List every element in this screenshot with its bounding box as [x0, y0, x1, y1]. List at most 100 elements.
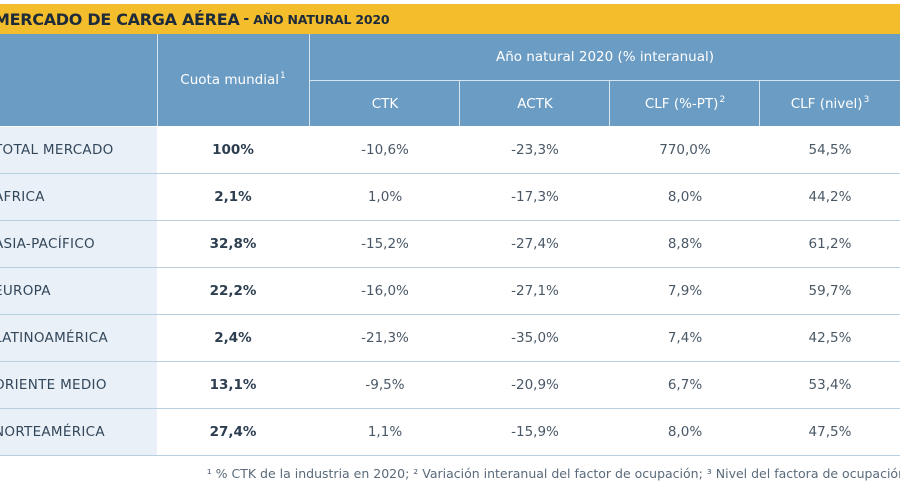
region-cell: ORIENTE MEDIO	[0, 362, 157, 408]
clf-pt-cell: 7,4%	[667, 330, 703, 346]
table-row: ÁFRICA 2,1% 1,0% -17,3% 8,0% 44,2%	[0, 174, 900, 221]
header-group-label: Año natural 2020 (% interanual)	[495, 49, 715, 65]
column-divider	[609, 315, 610, 361]
header-col-label: CLF (nivel)	[790, 95, 863, 112]
clf-pt-cell: 8,0%	[667, 424, 703, 440]
row-divider	[0, 361, 900, 362]
column-divider	[309, 362, 310, 408]
ctk-cell: 1,0%	[367, 189, 403, 205]
column-divider	[309, 174, 310, 220]
header-col-label: CTK	[371, 95, 399, 112]
header-col-label: CLF (%-PT)	[644, 95, 719, 112]
header-col-clf-pt: CLF (%-PT) 2	[644, 94, 726, 112]
column-divider	[157, 409, 158, 455]
region-label: ASIA-PACÍFICO	[0, 236, 95, 252]
share-cell: 2,1%	[214, 189, 252, 205]
header-col-clf-nivel: CLF (nivel) 3	[790, 94, 870, 112]
table-row: TOTAL MERCADO 100% -10,6% -23,3% 770,0% 54,5%	[0, 127, 900, 174]
share-cell: 32,8%	[209, 236, 257, 252]
column-divider	[459, 268, 460, 314]
header-col-label: ACTK	[517, 95, 553, 112]
column-divider	[459, 127, 460, 173]
region-label: LATINOAMÉRICA	[0, 330, 109, 346]
column-divider	[309, 221, 310, 267]
clf-pt-cell: 770,0%	[659, 142, 711, 158]
clf-nivel-cell: 47,5%	[808, 424, 852, 440]
column-divider	[759, 362, 760, 408]
share-cell: 13,1%	[209, 377, 257, 393]
actk-cell: -27,1%	[511, 283, 559, 299]
share-cell: 100%	[212, 142, 254, 158]
table-row: ORIENTE MEDIO 13,1% -9,5% -20,9% 6,7% 53,4%	[0, 362, 900, 409]
clf-pt-cell: 8,8%	[667, 236, 703, 252]
table-title: MERCADO DE CARGA AÉREA	[0, 9, 240, 29]
clf-pt-cell: 6,7%	[667, 377, 703, 393]
column-divider	[157, 268, 158, 314]
column-divider	[157, 174, 158, 220]
header-divider	[157, 34, 158, 126]
column-divider	[157, 127, 158, 173]
column-divider	[157, 362, 158, 408]
row-divider	[0, 408, 900, 409]
row-divider	[0, 314, 900, 315]
table-subtitle: AÑO NATURAL 2020	[253, 11, 390, 27]
column-divider	[459, 174, 460, 220]
header-share: Cuota mundial 1	[180, 71, 286, 89]
table-row: ASIA-PACÍFICO 32,8% -15,2% -27,4% 8,8% 61,2%	[0, 221, 900, 268]
title-separator: -	[243, 11, 250, 27]
column-divider	[609, 409, 610, 455]
share-cell: 2,4%	[214, 330, 252, 346]
column-divider	[459, 362, 460, 408]
column-divider	[759, 174, 760, 220]
actk-cell: -20,9%	[511, 377, 559, 393]
clf-pt-cell: 7,9%	[667, 283, 703, 299]
region-label: ÁFRICA	[0, 189, 45, 205]
column-divider	[459, 315, 460, 361]
column-divider	[459, 221, 460, 267]
table-row: NORTEAMÉRICA 27,4% 1,1% -15,9% 8,0% 47,5%	[0, 409, 900, 456]
region-label: NORTEAMÉRICA	[0, 424, 105, 440]
clf-nivel-cell: 42,5%	[808, 330, 852, 346]
region-label: TOTAL MERCADO	[0, 142, 114, 158]
table-row: LATINOAMÉRICA 2,4% -21,3% -35,0% 7,4% 42,5%	[0, 315, 900, 362]
header-divider	[310, 80, 900, 81]
header-divider	[309, 34, 310, 126]
ctk-cell: -10,6%	[361, 142, 409, 158]
region-cell: ASIA-PACÍFICO	[0, 221, 157, 267]
title-banner: MERCADO DE CARGA AÉREA - AÑO NATURAL 202…	[0, 4, 900, 34]
share-cell: 27,4%	[209, 424, 257, 440]
region-label: ORIENTE MEDIO	[0, 377, 107, 393]
column-divider	[309, 315, 310, 361]
header-divider	[759, 81, 760, 126]
header-group: Año natural 2020 (% interanual)	[310, 34, 900, 80]
column-divider	[759, 409, 760, 455]
column-divider	[157, 315, 158, 361]
column-divider	[309, 268, 310, 314]
actk-cell: -27,4%	[511, 236, 559, 252]
region-cell: ÁFRICA	[0, 174, 157, 220]
actk-cell: -35,0%	[511, 330, 559, 346]
row-divider	[0, 173, 900, 174]
share-cell: 22,2%	[209, 283, 257, 299]
clf-nivel-cell: 44,2%	[808, 189, 852, 205]
clf-nivel-cell: 53,4%	[808, 377, 852, 393]
header-col-actk: ACTK	[460, 81, 610, 126]
actk-cell: -23,3%	[511, 142, 559, 158]
column-divider	[759, 315, 760, 361]
clf-pt-cell: 8,0%	[667, 189, 703, 205]
table-row: EUROPA 22,2% -16,0% -27,1% 7,9% 59,7%	[0, 268, 900, 315]
ctk-cell: -9,5%	[365, 377, 405, 393]
column-divider	[609, 174, 610, 220]
table-header: Cuota mundial 1 Año natural 2020 (% inter…	[0, 34, 900, 126]
column-divider	[609, 268, 610, 314]
ctk-cell: -21,3%	[361, 330, 409, 346]
column-divider	[609, 221, 610, 267]
actk-cell: -15,9%	[511, 424, 559, 440]
region-cell: EUROPA	[0, 268, 157, 314]
region-cell: TOTAL MERCADO	[0, 127, 157, 173]
row-divider	[0, 220, 900, 221]
clf-nivel-cell: 59,7%	[808, 283, 852, 299]
header-col-ctk: CTK	[310, 81, 460, 126]
column-divider	[309, 127, 310, 173]
row-divider	[0, 455, 900, 456]
